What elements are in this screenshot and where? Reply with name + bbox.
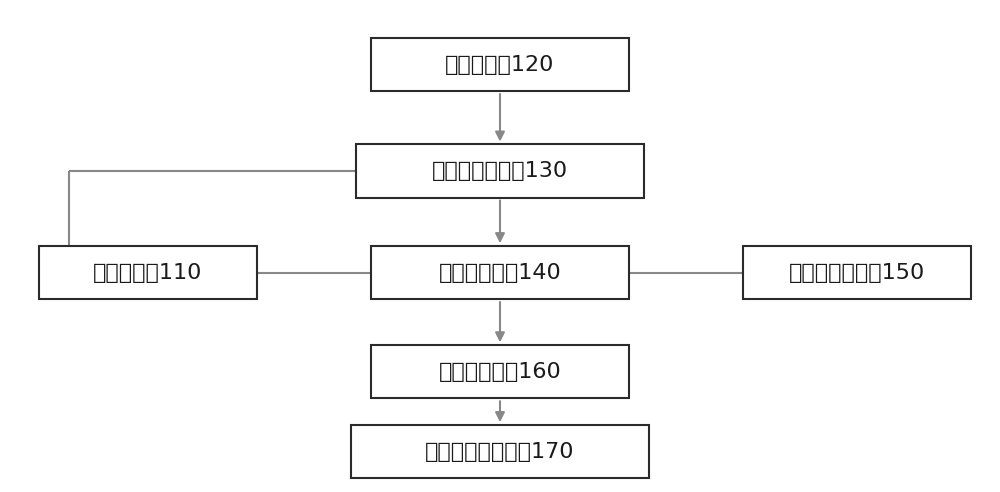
Bar [371, 345, 629, 399]
Text: 三维图像创建模块170: 三维图像创建模块170 [425, 441, 575, 461]
Text: 光声波光路120: 光声波光路120 [445, 55, 555, 75]
Bar [356, 145, 644, 198]
Text: 光束分合光路140: 光束分合光路140 [439, 263, 561, 282]
Bar [371, 38, 629, 91]
Text: 信号采集模块160: 信号采集模块160 [439, 362, 561, 382]
Bar [351, 425, 649, 478]
Text: 探测光光路110: 探测光光路110 [93, 263, 203, 282]
Text: 参考光调制光路150: 参考光调制光路150 [789, 263, 925, 282]
Bar [39, 246, 257, 299]
Text: 相位耦合传感器130: 相位耦合传感器130 [432, 161, 568, 181]
Bar [743, 246, 971, 299]
Bar [371, 246, 629, 299]
